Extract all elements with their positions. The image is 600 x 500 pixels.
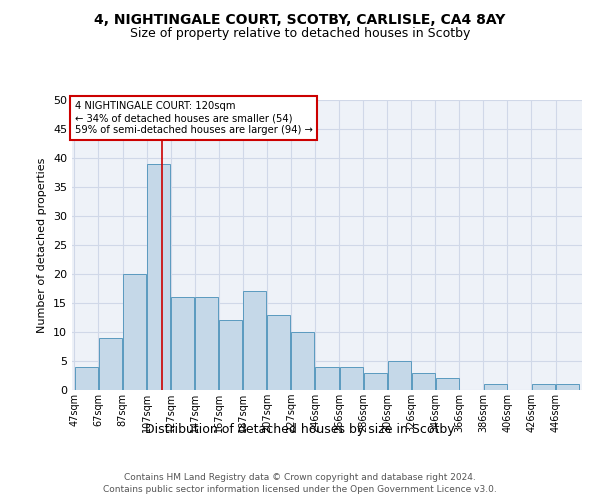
- Bar: [412, 372, 435, 390]
- Bar: [436, 378, 459, 390]
- Bar: [195, 297, 218, 390]
- Bar: [340, 367, 362, 390]
- Bar: [316, 367, 338, 390]
- Bar: [532, 384, 555, 390]
- Y-axis label: Number of detached properties: Number of detached properties: [37, 158, 47, 332]
- Bar: [123, 274, 146, 390]
- Text: Contains public sector information licensed under the Open Government Licence v3: Contains public sector information licen…: [103, 485, 497, 494]
- Bar: [268, 314, 290, 390]
- Bar: [292, 332, 314, 390]
- Bar: [99, 338, 122, 390]
- Text: 4 NIGHTINGALE COURT: 120sqm
← 34% of detached houses are smaller (54)
59% of sem: 4 NIGHTINGALE COURT: 120sqm ← 34% of det…: [74, 102, 313, 134]
- Bar: [147, 164, 170, 390]
- Bar: [556, 384, 579, 390]
- Text: Size of property relative to detached houses in Scotby: Size of property relative to detached ho…: [130, 28, 470, 40]
- Bar: [364, 372, 386, 390]
- Bar: [171, 297, 194, 390]
- Bar: [388, 361, 411, 390]
- Bar: [219, 320, 242, 390]
- Text: 4, NIGHTINGALE COURT, SCOTBY, CARLISLE, CA4 8AY: 4, NIGHTINGALE COURT, SCOTBY, CARLISLE, …: [94, 12, 506, 26]
- Bar: [484, 384, 507, 390]
- Bar: [75, 367, 98, 390]
- Bar: [243, 292, 266, 390]
- Text: Distribution of detached houses by size in Scotby: Distribution of detached houses by size …: [145, 422, 455, 436]
- Text: Contains HM Land Registry data © Crown copyright and database right 2024.: Contains HM Land Registry data © Crown c…: [124, 472, 476, 482]
